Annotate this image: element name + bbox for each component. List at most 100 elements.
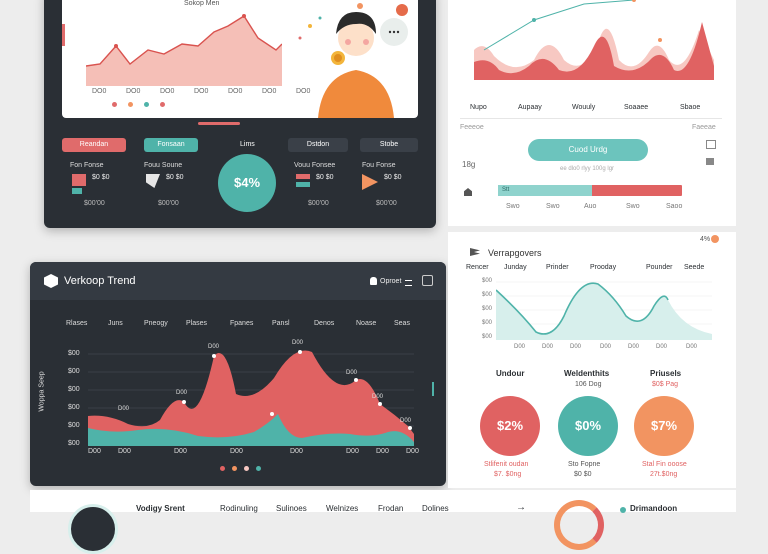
kpi-circle-teal: $0% <box>558 396 618 456</box>
x-label: DO0 <box>194 88 209 95</box>
peak-label: D00 <box>208 344 220 350</box>
x-label: DO0 <box>296 88 311 95</box>
legend-dot <box>144 102 149 107</box>
bottom-row-panel: Vodigy Srent Rodinuling Sulinoes Welnize… <box>30 490 736 554</box>
cuod-urdg-button[interactable]: Cuod Urdg <box>528 139 648 161</box>
x-label: D00 <box>406 448 419 455</box>
arrow-right-icon[interactable]: → <box>516 502 526 513</box>
y-tick: $00 <box>482 334 493 340</box>
y-axis-label: Woppa Seep <box>38 371 46 412</box>
pill-stobe[interactable]: Stobe <box>360 138 418 152</box>
menu-icon[interactable] <box>405 280 412 286</box>
stat-value: $0 $0 <box>92 174 110 181</box>
panel-header-left: Feeeoe <box>460 124 484 131</box>
stat-title: Fouu Soune <box>144 162 183 169</box>
stat-foot: $00'00 <box>158 200 179 207</box>
pill-fonsaan[interactable]: Fonsaan <box>144 138 198 152</box>
legend-dot <box>256 466 261 471</box>
dashboard-summary-card: Sokop Men DO0 DO0 DO0 DO0 DO0 DO0 DO0 <box>44 0 436 228</box>
tick: Auo <box>584 203 597 210</box>
tick: Saoo <box>666 203 683 210</box>
bottom-item[interactable]: Sulinoes <box>276 504 307 513</box>
stat-title: Fon Fonse <box>70 162 104 169</box>
column-label: Juns <box>108 320 123 327</box>
header-right-label[interactable]: Oproet <box>380 278 402 285</box>
column-labels: Rlases Juns Pneogy Plases Fpanes Pansl D… <box>66 320 446 330</box>
legend-dot <box>220 466 225 471</box>
stat-bar-icon <box>72 174 86 186</box>
y-tick: $00 <box>482 292 493 298</box>
stat-bar-icon <box>72 188 82 194</box>
top-right-panel: Nupo Aupaay Wouuly Soaaee Sbaoe Feeeoe F… <box>448 0 736 226</box>
x-label: Soaaee <box>624 104 649 111</box>
column-label: Seede <box>684 264 705 271</box>
peak-label: D00 <box>346 370 358 376</box>
stat-title: Vouu Fonsee <box>294 162 336 169</box>
bottom-title: Vodigy Srent <box>136 504 185 513</box>
bottom-item[interactable]: Dolines <box>422 504 449 513</box>
stat-foot: $00'00 <box>84 200 105 207</box>
pill-lims[interactable]: Lims <box>240 141 255 148</box>
stat-column-4: Fou Fonse $0 $0 $00'00 <box>362 162 422 207</box>
pill-dstdon[interactable]: Dstdon <box>288 138 348 152</box>
bottom-item[interactable]: Rodinuling <box>220 504 258 513</box>
tick: Swo <box>546 203 560 210</box>
y-tick: $00 <box>482 306 493 312</box>
x-label: DO0 <box>160 88 175 95</box>
tick: Swo <box>626 203 640 210</box>
kpi-foot: Stlifenit oudan <box>484 461 529 468</box>
x-tick: D00 <box>570 344 582 350</box>
x-label: DO0 <box>262 88 277 95</box>
kpi-title: Undour <box>496 369 525 378</box>
bottom-item[interactable]: Frodan <box>378 504 404 513</box>
scroll-indicator[interactable] <box>432 382 434 396</box>
column-label: Rencer <box>466 264 489 271</box>
sales-chart-panel: Sokop Men DO0 DO0 DO0 DO0 DO0 DO0 DO0 <box>62 0 418 118</box>
y-tick: $00 <box>68 404 80 411</box>
peak-labels: D00 D00 D00 D00 D00 D00 D00 <box>88 338 418 424</box>
trend-area-chart <box>88 350 414 446</box>
donut-chart <box>554 500 604 550</box>
kpi-circle-orange: $7% <box>634 396 694 456</box>
kpi-title: Priusels <box>650 369 682 378</box>
y-tick: $00 <box>482 278 493 284</box>
kpi-foot2: 27t.$0ng <box>650 471 678 478</box>
kpi-foot: Sto Fopne <box>568 461 601 468</box>
peak-label: D00 <box>292 340 304 346</box>
peak-label: D00 <box>118 406 130 412</box>
calendar-icon[interactable] <box>706 158 714 165</box>
column-label: Plases <box>186 320 208 327</box>
tick: Swo <box>506 203 520 210</box>
column-label: Fpanes <box>230 320 254 327</box>
stat-value: $0 $0 <box>384 174 402 181</box>
column-label: Pneogy <box>144 320 168 327</box>
home-icon[interactable] <box>464 188 472 196</box>
column-label: Seas <box>394 320 410 327</box>
window-icon[interactable] <box>706 140 716 149</box>
small-label: 18g <box>462 160 476 169</box>
kpi-sub: 106 Dog <box>575 381 602 388</box>
progress-label: Stt <box>502 187 510 193</box>
person-illustration <box>298 3 408 118</box>
user-icon[interactable] <box>370 277 377 285</box>
column-labels: Rencer Junday Prinder Prooday Pounder Se… <box>466 264 726 274</box>
y-tick: $00 <box>68 350 80 357</box>
caption: ee dlo0 rlyy 100g lgr <box>560 166 615 172</box>
legend-dot <box>160 102 165 107</box>
center-percentage-circle: $4% <box>218 154 276 212</box>
column-label: Rlases <box>66 320 88 327</box>
bottom-item[interactable]: Welnizes <box>326 504 359 513</box>
y-ticks: $00 $00 $00 $00 $00 <box>482 278 502 348</box>
verrapgovers-panel: Verrapgovers 4% Rencer Junday Prinder Pr… <box>448 232 736 488</box>
x-label: DO0 <box>228 88 243 95</box>
verkoop-trend-card: Verkoop Trend Oproet Rlases Juns Pneogy … <box>30 262 446 486</box>
stat-bar-icon <box>296 174 310 179</box>
pill-reandan[interactable]: Reandan <box>62 138 126 152</box>
y-tick: $00 <box>68 422 80 429</box>
x-label: D00 <box>88 448 101 455</box>
x-tick: D00 <box>686 344 698 350</box>
y-tick: $00 <box>68 440 80 447</box>
status-dot <box>620 507 626 513</box>
chart-title: Sokop Men <box>184 0 220 7</box>
expand-icon[interactable] <box>422 275 433 286</box>
